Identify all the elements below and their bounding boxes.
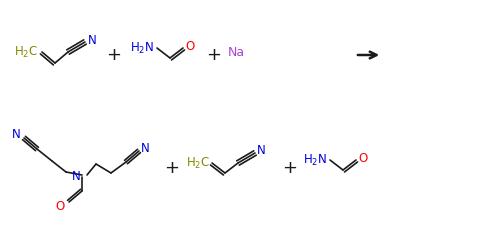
Text: O: O — [358, 152, 367, 164]
Text: N: N — [141, 141, 150, 154]
Text: H$_2$N: H$_2$N — [303, 152, 327, 168]
Text: N: N — [12, 129, 21, 141]
Text: +: + — [165, 159, 180, 177]
Text: H$_2$N: H$_2$N — [130, 40, 154, 55]
Text: +: + — [107, 46, 121, 64]
Text: H$_2$C: H$_2$C — [186, 155, 210, 171]
Text: N: N — [257, 143, 266, 157]
Text: N: N — [88, 33, 97, 47]
Text: O: O — [185, 39, 194, 53]
Text: O: O — [56, 200, 65, 212]
Text: +: + — [283, 159, 298, 177]
Text: H$_2$C: H$_2$C — [14, 44, 38, 60]
Text: Na: Na — [228, 45, 245, 59]
Text: +: + — [206, 46, 221, 64]
Text: N: N — [72, 170, 81, 184]
